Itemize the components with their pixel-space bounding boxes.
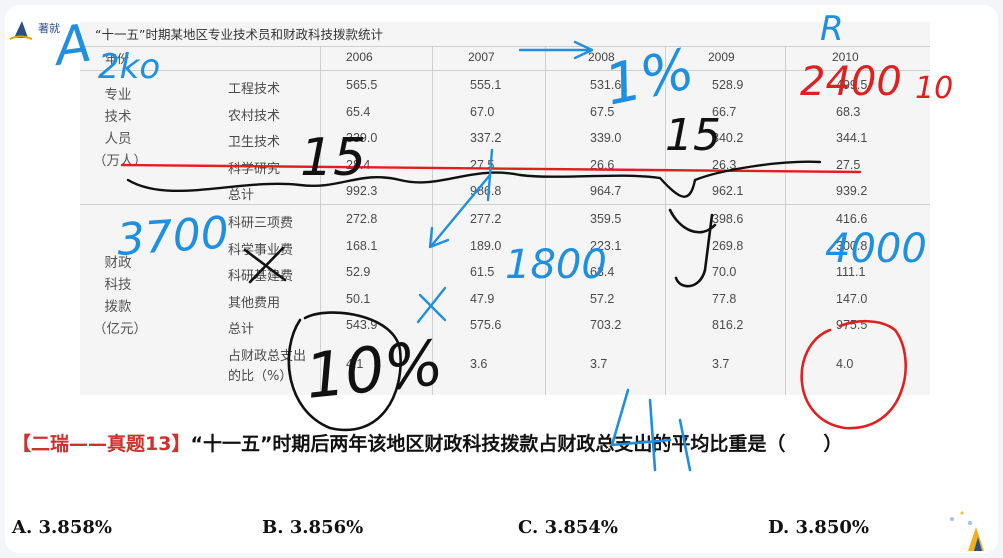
row-label: 农村技术 bbox=[228, 108, 281, 124]
table-cell: 277.2 bbox=[470, 212, 502, 226]
option-b[interactable]: B. 3.856% bbox=[262, 517, 364, 538]
table-cell: 26.6 bbox=[590, 157, 615, 172]
table-cell: 300.8 bbox=[836, 238, 868, 253]
table-cell: 47.9 bbox=[470, 291, 495, 306]
row-label: 占财政总支出的比（%） bbox=[228, 348, 307, 384]
table-rule bbox=[432, 46, 433, 395]
table-cell: 4.0 bbox=[836, 356, 854, 371]
table-cell: 168.1 bbox=[346, 238, 378, 253]
table-rule bbox=[665, 46, 666, 395]
table-cell: 3.7 bbox=[712, 356, 730, 371]
group-label-personnel: 专业 技术 人员 （万人） bbox=[93, 87, 147, 169]
year-header: 2006 bbox=[346, 50, 373, 64]
table-cell: 67.5 bbox=[590, 104, 615, 119]
table-cell: 50.1 bbox=[346, 291, 371, 306]
table-cell: 61.5 bbox=[470, 265, 495, 279]
table-cell: 27.5 bbox=[470, 157, 495, 172]
table-cell: 339.0 bbox=[590, 131, 622, 145]
table-cell: 28.4 bbox=[346, 157, 371, 172]
table-cell: 27.5 bbox=[836, 157, 861, 172]
table-cell: 359.5 bbox=[590, 212, 622, 226]
table-rule bbox=[80, 204, 930, 205]
table-cell: 975.5 bbox=[836, 318, 868, 332]
group-label-funding: 财政 科技 拨款 （亿元） bbox=[93, 255, 147, 337]
table-cell: 986.8 bbox=[470, 184, 502, 198]
table-title: “十一五”时期某地区专业技术员和财政科技拨款统计 bbox=[95, 27, 383, 42]
table-cell: 499.5 bbox=[836, 78, 868, 92]
year-header: 2007 bbox=[468, 50, 495, 64]
row-label: 科学研究 bbox=[228, 161, 281, 177]
row-label: 其他费用 bbox=[228, 295, 281, 311]
table-cell: 223.1 bbox=[590, 238, 622, 253]
table-cell: 111.1 bbox=[836, 265, 866, 279]
table-cell: 57.2 bbox=[590, 291, 615, 306]
question-body: “十一五”时期后两年该地区财政科技拨款占财政总支出的平均比重是（ ） bbox=[190, 433, 843, 455]
table-rule bbox=[545, 46, 546, 395]
row-label: 总计 bbox=[228, 322, 255, 337]
table-cell: 147.0 bbox=[836, 291, 868, 306]
table-cell: 52.9 bbox=[346, 265, 371, 279]
table-cell: 26.3 bbox=[712, 157, 737, 172]
table-cell: 189.0 bbox=[470, 238, 502, 253]
table-cell: 964.7 bbox=[590, 184, 622, 198]
table-cell: 272.8 bbox=[346, 212, 378, 226]
table-cell: 816.2 bbox=[712, 318, 744, 332]
table-cell: 555.1 bbox=[470, 78, 502, 92]
table-cell: 416.6 bbox=[836, 212, 868, 226]
year-header: 2008 bbox=[588, 50, 615, 64]
logo-icon bbox=[9, 21, 33, 40]
row-label: 工程技术 bbox=[228, 82, 281, 97]
table-cell: 3.6 bbox=[470, 356, 488, 371]
logo-text: 著就 bbox=[38, 22, 60, 35]
option-d[interactable]: D. 3.850% bbox=[768, 517, 869, 538]
year-header: 2010 bbox=[832, 50, 859, 64]
table-cell: 528.9 bbox=[712, 78, 744, 92]
table-cell: 340.2 bbox=[712, 131, 744, 145]
table-cell: 344.1 bbox=[836, 131, 868, 145]
table-cell: 543.9 bbox=[346, 318, 378, 332]
table-cell: 68.3 bbox=[836, 104, 861, 119]
table-cell: 565.5 bbox=[346, 78, 378, 92]
table-rule bbox=[785, 46, 786, 395]
table-cell: 67.0 bbox=[470, 104, 495, 119]
row-label: 总计 bbox=[228, 188, 255, 203]
question-tag: 【二瑞——真题13】 bbox=[12, 433, 191, 455]
table-cell: 66.7 bbox=[712, 104, 737, 119]
statistics-table bbox=[80, 22, 930, 395]
table-cell: 939.2 bbox=[836, 184, 868, 198]
table-cell: 531.6 bbox=[590, 78, 622, 92]
table-cell: 398.6 bbox=[712, 212, 744, 226]
table-rule bbox=[80, 70, 930, 71]
option-c[interactable]: C. 3.854% bbox=[518, 517, 619, 538]
row-label: 科学事业费 bbox=[228, 242, 294, 258]
table-cell: 962.1 bbox=[712, 184, 744, 198]
table-cell: 269.8 bbox=[712, 238, 744, 253]
header-corner: 年份 bbox=[105, 52, 130, 66]
table-rule bbox=[80, 46, 930, 47]
table-cell: 339.0 bbox=[346, 131, 378, 145]
row-label: 科研三项费 bbox=[228, 216, 294, 231]
table-cell: 703.2 bbox=[590, 318, 622, 332]
table-cell: 4.1 bbox=[346, 356, 364, 371]
table-cell: 77.8 bbox=[712, 291, 737, 306]
table-cell: 992.3 bbox=[346, 184, 378, 198]
option-a[interactable]: A. 3.858% bbox=[12, 517, 112, 538]
table-cell: 65.4 bbox=[346, 104, 371, 119]
table-cell: 3.7 bbox=[590, 356, 608, 371]
table-cell: 337.2 bbox=[470, 131, 502, 145]
question-text: 【二瑞——真题13】“十一五”时期后两年该地区财政科技拨款占财政总支出的平均比重… bbox=[12, 425, 972, 463]
row-label: 卫生技术 bbox=[228, 135, 281, 150]
corner-decoration-icon bbox=[950, 511, 984, 551]
row-label: 科研基建费 bbox=[228, 269, 294, 284]
table-cell: 70.0 bbox=[712, 265, 737, 279]
table-cell: 575.6 bbox=[470, 318, 502, 332]
table-cell: 63.4 bbox=[590, 265, 615, 279]
year-header: 2009 bbox=[708, 50, 735, 64]
table-rule bbox=[320, 46, 321, 395]
